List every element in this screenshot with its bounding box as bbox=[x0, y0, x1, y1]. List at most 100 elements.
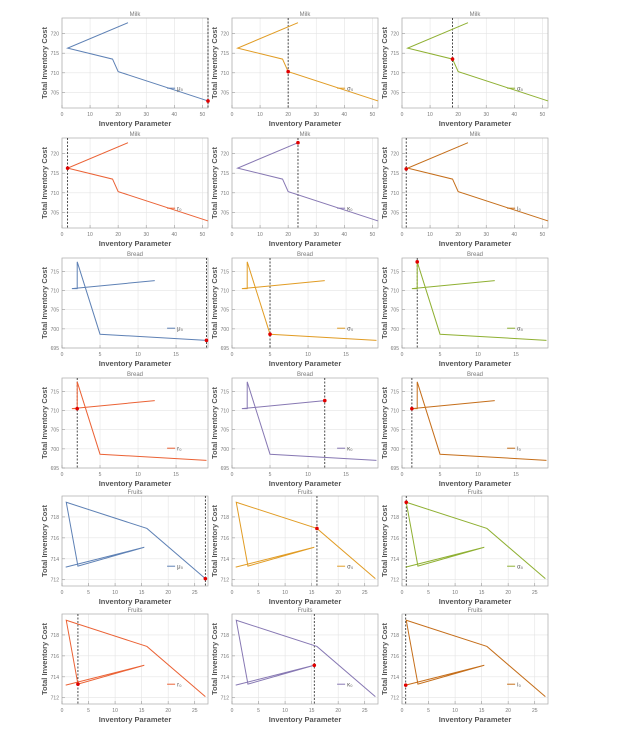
x-tick-label: 20 bbox=[285, 232, 291, 238]
y-tick-label: 705 bbox=[51, 210, 60, 216]
x-tick-label: 0 bbox=[231, 472, 234, 478]
x-tick-label: 40 bbox=[512, 112, 518, 118]
x-tick-label: 10 bbox=[452, 590, 458, 596]
y-tick-label: 710 bbox=[391, 289, 400, 295]
x-tick-label: 10 bbox=[427, 112, 433, 118]
chart-panel: 0 5 10 15 20 25 712 714 716 718 Fruits Inventory Pa… bbox=[40, 608, 209, 724]
y-tick-label: 714 bbox=[221, 675, 230, 681]
y-tick-label: 710 bbox=[51, 409, 60, 415]
x-tick-label: 30 bbox=[313, 232, 319, 238]
series-line bbox=[235, 619, 376, 698]
y-tick-label: 720 bbox=[221, 152, 230, 158]
series-line bbox=[66, 142, 209, 222]
x-tick-label: 15 bbox=[309, 590, 315, 596]
x-axis-label: Inventory Parameter bbox=[439, 479, 512, 488]
y-tick-label: 720 bbox=[51, 32, 60, 38]
highlight-point bbox=[286, 69, 290, 74]
x-tick-label: 10 bbox=[87, 232, 93, 238]
x-tick-label: 15 bbox=[309, 708, 315, 714]
y-axis-label: Total Inventory Cost bbox=[380, 505, 389, 577]
x-tick-label: 20 bbox=[285, 112, 291, 118]
chart-panel: 0 10 20 30 40 50 705 710 715 720 Milk Inventory Par… bbox=[210, 132, 379, 248]
legend-label: α₀ bbox=[517, 565, 523, 571]
x-tick-label: 5 bbox=[439, 472, 442, 478]
series-line bbox=[65, 501, 206, 580]
y-tick-label: 710 bbox=[391, 409, 400, 415]
x-tick-label: 0 bbox=[61, 472, 64, 478]
series-line bbox=[71, 261, 207, 341]
plot-frame bbox=[61, 495, 209, 587]
x-tick-label: 50 bbox=[540, 112, 546, 118]
chart-title: Fruits bbox=[128, 490, 143, 496]
x-tick-label: 15 bbox=[479, 590, 485, 596]
chart-panel: 0 5 10 15 20 25 712 714 716 718 Fruits Inventory Pa… bbox=[210, 490, 379, 606]
x-tick-label: 20 bbox=[165, 708, 171, 714]
x-tick-label: 5 bbox=[269, 352, 272, 358]
x-tick-label: 5 bbox=[257, 590, 260, 596]
plot-frame bbox=[61, 137, 209, 229]
chart-title: Fruits bbox=[468, 608, 483, 614]
y-tick-label: 714 bbox=[51, 675, 60, 681]
plot-frame bbox=[231, 613, 379, 705]
x-tick-label: 25 bbox=[362, 590, 368, 596]
legend-label: κ₀ bbox=[347, 447, 353, 453]
x-tick-label: 15 bbox=[479, 708, 485, 714]
legend-label: κ₀ bbox=[347, 683, 353, 689]
y-tick-label: 715 bbox=[221, 269, 230, 275]
x-tick-label: 25 bbox=[192, 590, 198, 596]
y-tick-label: 695 bbox=[51, 466, 60, 472]
x-tick-label: 0 bbox=[401, 112, 404, 118]
x-tick-label: 0 bbox=[231, 590, 234, 596]
x-tick-label: 50 bbox=[370, 112, 376, 118]
y-tick-label: 695 bbox=[391, 466, 400, 472]
y-tick-label: 712 bbox=[391, 696, 400, 702]
y-tick-label: 715 bbox=[51, 269, 60, 275]
legend-label: σ₀ bbox=[347, 565, 354, 571]
y-tick-label: 700 bbox=[221, 327, 230, 333]
x-tick-label: 0 bbox=[231, 232, 234, 238]
x-tick-label: 0 bbox=[61, 232, 64, 238]
x-axis-label: Inventory Parameter bbox=[269, 715, 342, 724]
x-tick-label: 15 bbox=[513, 472, 519, 478]
y-axis-label: Total Inventory Cost bbox=[380, 623, 389, 695]
y-tick-label: 705 bbox=[51, 308, 60, 314]
chart-title: Fruits bbox=[298, 608, 313, 614]
y-axis-label: Total Inventory Cost bbox=[380, 267, 389, 339]
y-tick-label: 700 bbox=[51, 327, 60, 333]
chart-panel: 0 5 10 15 20 25 712 714 716 718 Fruits Inventory Pa… bbox=[380, 608, 549, 724]
series-line bbox=[406, 142, 549, 222]
x-tick-label: 10 bbox=[475, 352, 481, 358]
series-line bbox=[71, 381, 207, 461]
y-tick-label: 715 bbox=[221, 51, 230, 57]
x-tick-label: 50 bbox=[540, 232, 546, 238]
x-tick-label: 5 bbox=[87, 590, 90, 596]
x-tick-label: 20 bbox=[115, 232, 121, 238]
y-tick-label: 716 bbox=[51, 654, 60, 660]
series-line bbox=[406, 22, 549, 102]
y-tick-label: 714 bbox=[391, 557, 400, 563]
x-tick-label: 10 bbox=[112, 708, 118, 714]
y-tick-label: 710 bbox=[391, 71, 400, 77]
x-tick-label: 40 bbox=[342, 112, 348, 118]
y-tick-label: 714 bbox=[391, 675, 400, 681]
plot-frame bbox=[61, 613, 209, 705]
chart-title: Fruits bbox=[298, 490, 313, 496]
chart-title: Milk bbox=[300, 132, 312, 138]
x-tick-label: 20 bbox=[115, 112, 121, 118]
x-axis-label: Inventory Parameter bbox=[269, 597, 342, 606]
y-axis-label: Total Inventory Cost bbox=[210, 505, 219, 577]
chart-panel: 0 10 20 30 40 50 705 710 715 720 Milk Inventory Par… bbox=[40, 132, 209, 248]
chart-title: Bread bbox=[297, 372, 313, 378]
x-tick-label: 20 bbox=[335, 590, 341, 596]
y-tick-label: 705 bbox=[391, 90, 400, 96]
x-tick-label: 10 bbox=[427, 232, 433, 238]
x-tick-label: 30 bbox=[483, 112, 489, 118]
chart-panel: 0 10 20 30 40 50 705 710 715 720 Milk Inventory Par… bbox=[380, 132, 549, 248]
plot-frame bbox=[401, 377, 549, 469]
highlight-point bbox=[206, 99, 210, 103]
legend-label: α₀ bbox=[517, 87, 523, 93]
y-tick-label: 710 bbox=[391, 191, 400, 197]
x-axis-label: Inventory Parameter bbox=[99, 359, 172, 368]
chart-title: Fruits bbox=[468, 490, 483, 496]
chart-title: Bread bbox=[297, 252, 313, 258]
